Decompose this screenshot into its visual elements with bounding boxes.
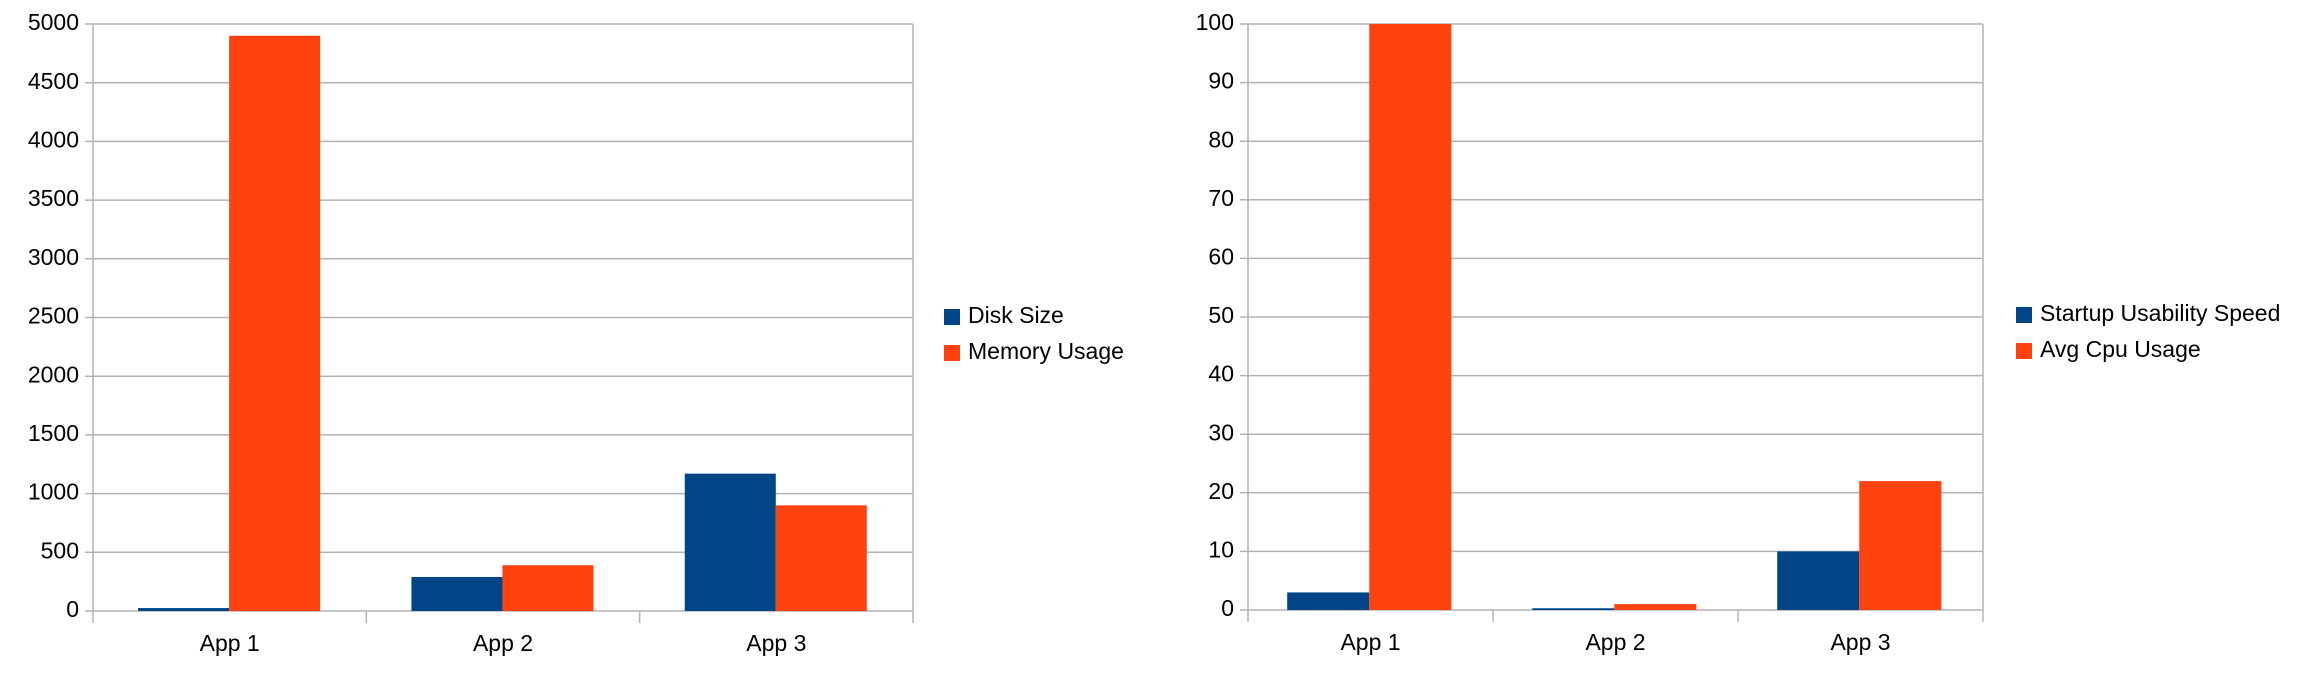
y-tick-label: 2000 [28,361,79,387]
legend-swatch [2016,343,2032,359]
bar [138,608,230,611]
legend-swatch [944,345,960,361]
y-tick-label: 90 [1208,68,1234,94]
y-tick-label: 50 [1208,302,1234,328]
y-tick-label: 500 [41,537,79,563]
y-tick-label: 0 [1221,595,1234,621]
y-tick-label: 40 [1208,361,1234,387]
bar [1287,592,1370,610]
bar [1859,481,1942,610]
y-tick-label: 1500 [28,420,79,446]
y-tick-label: 30 [1208,419,1234,445]
y-tick-label: 1000 [28,479,79,505]
legend-label: Avg Cpu Usage [2040,336,2201,362]
y-tick-label: 70 [1208,185,1234,211]
y-tick-label: 10 [1208,536,1234,562]
x-tick-label: App 1 [200,630,260,656]
y-tick-label: 4500 [28,68,79,94]
y-tick-label: 2500 [28,303,79,329]
bar [684,473,776,611]
y-tick-label: 60 [1208,243,1234,269]
bar [411,576,503,611]
legend-label: Memory Usage [968,338,1124,364]
bar [1777,551,1860,610]
y-tick-label: 4000 [28,126,79,152]
bar [1532,608,1615,610]
x-tick-label: App 3 [1830,629,1890,655]
y-tick-label: 80 [1208,126,1234,152]
y-tick-label: 0 [66,596,79,622]
y-tick-label: 20 [1208,478,1234,504]
x-tick-label: App 3 [746,630,806,656]
y-tick-label: 100 [1196,9,1234,35]
bar [1369,24,1452,610]
bar [775,505,867,611]
x-tick-label: App 2 [1585,629,1645,655]
bar [1614,604,1697,610]
y-tick-label: 3500 [28,185,79,211]
legend-label: Disk Size [968,302,1064,328]
y-tick-label: 3000 [28,244,79,270]
bar [502,565,594,611]
legend-swatch [944,309,960,325]
bar [229,35,321,612]
y-tick-label: 5000 [28,9,79,35]
x-tick-label: App 2 [473,630,533,656]
legend-swatch [2016,307,2032,323]
legend-label: Startup Usability Speed [2040,300,2280,326]
x-tick-label: App 1 [1340,629,1400,655]
